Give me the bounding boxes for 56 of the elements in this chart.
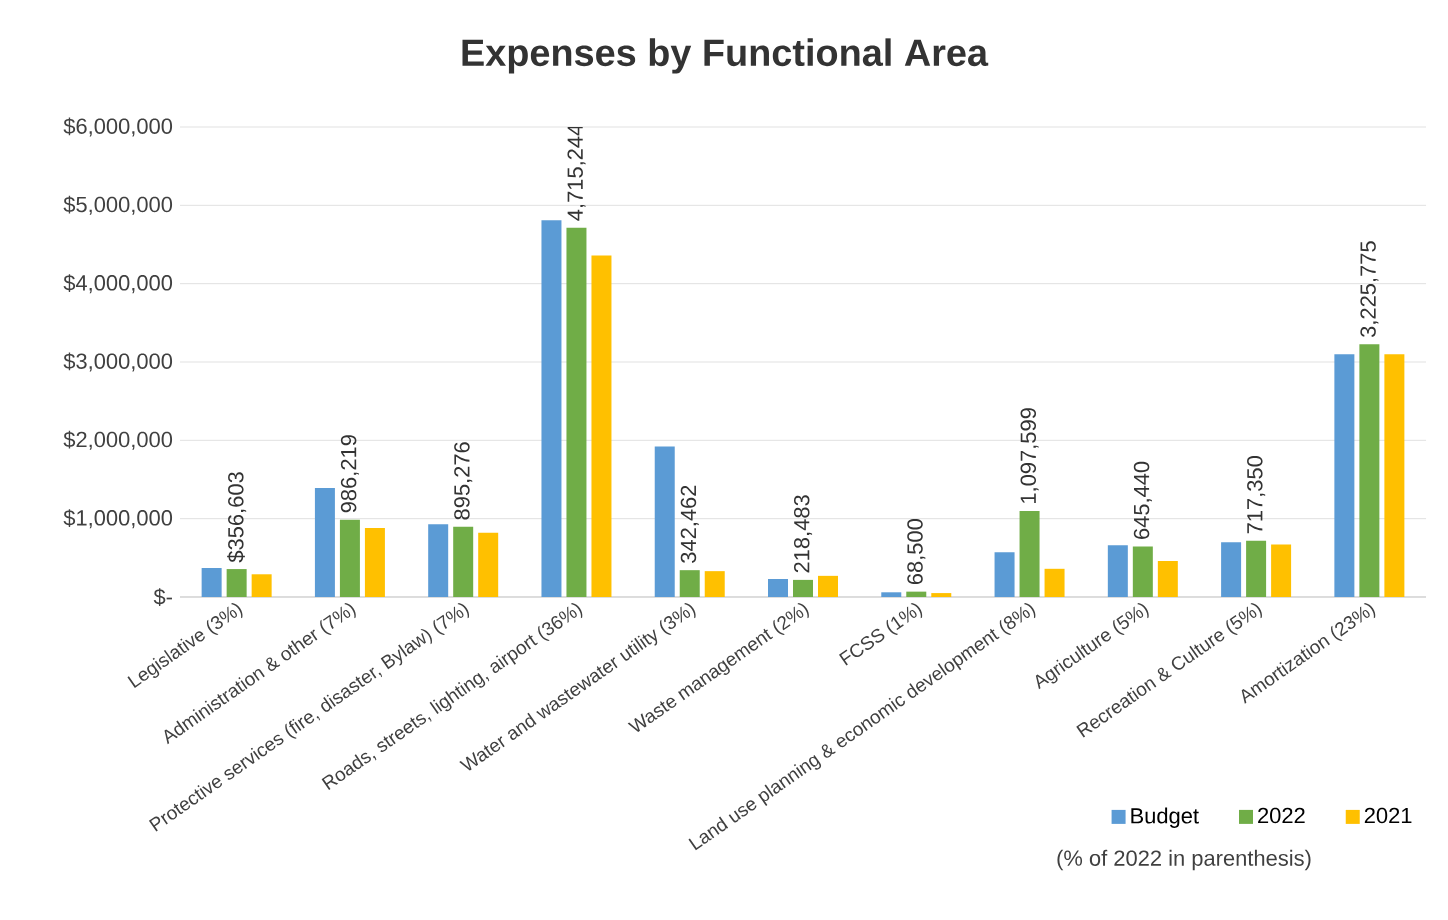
- bar: [1107, 545, 1128, 597]
- data-label: $356,603: [227, 472, 247, 563]
- bar: [226, 569, 247, 597]
- y-tick-label: $4,000,000: [63, 274, 173, 294]
- data-label: 1,097,599: [1020, 408, 1039, 503]
- bar: [1019, 511, 1040, 597]
- bar: [1334, 354, 1355, 597]
- bar: [654, 446, 675, 597]
- bar: [251, 574, 272, 597]
- data-label: 645,440: [1133, 461, 1152, 539]
- bar: [566, 227, 587, 597]
- data-label: 3,225,775: [1360, 241, 1379, 338]
- bar: [1157, 560, 1178, 597]
- data-label: 986,219: [340, 435, 359, 513]
- legend-label: 2021: [1364, 807, 1412, 824]
- bar: [1359, 344, 1380, 597]
- bar: [881, 592, 902, 597]
- y-tick-label: $6,000,000: [63, 117, 173, 137]
- legend-label: Budget: [1131, 807, 1199, 828]
- bar: [818, 575, 839, 597]
- bar: [1246, 540, 1267, 597]
- bar: [1044, 568, 1065, 597]
- data-label: 4,715,244: [567, 124, 586, 221]
- bar: [339, 519, 360, 597]
- bar: [768, 578, 789, 597]
- bar: [1384, 354, 1405, 597]
- bar: [1221, 542, 1242, 597]
- bar: [1132, 546, 1153, 597]
- bar: [541, 220, 562, 597]
- y-tick-label: $5,000,000: [63, 195, 173, 215]
- y-tick-label: $-: [153, 588, 172, 606]
- bar: [994, 552, 1015, 597]
- bar: [679, 570, 700, 597]
- bar: [906, 591, 927, 597]
- data-label: 895,276: [454, 442, 473, 520]
- y-tick-label: $1,000,000: [63, 509, 173, 529]
- data-label: 218,483: [793, 495, 813, 573]
- bar: [428, 524, 449, 597]
- chart-title: Expenses by Functional Area: [462, 38, 989, 74]
- text: (% of 2022 in parenthesis): [1057, 849, 1311, 871]
- bar: [364, 528, 385, 597]
- bar: [314, 488, 335, 597]
- bar: [931, 593, 952, 597]
- bar: [704, 571, 725, 597]
- data-label: 342,462: [680, 485, 699, 563]
- bar: [201, 568, 222, 597]
- bar: [793, 579, 814, 597]
- legend-label: 2022: [1258, 807, 1305, 824]
- data-label: 68,500: [907, 519, 926, 585]
- bar: [478, 532, 499, 597]
- data-label: 717,350: [1247, 456, 1266, 534]
- bar: [453, 526, 474, 597]
- y-tick-label: $2,000,000: [63, 430, 173, 450]
- bar: [591, 255, 612, 597]
- bar: [1271, 544, 1292, 597]
- y-tick-label: $3,000,000: [63, 352, 173, 372]
